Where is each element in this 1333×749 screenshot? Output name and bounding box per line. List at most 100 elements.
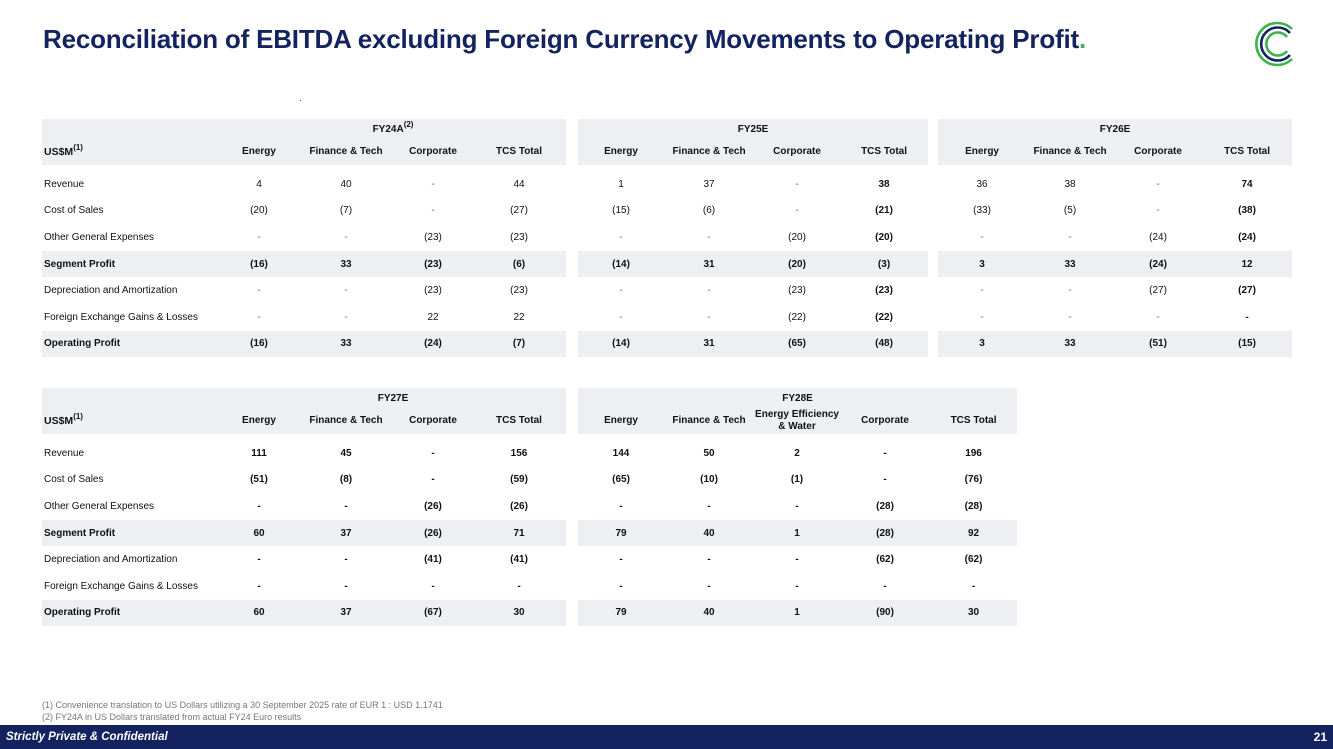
column-gap [928, 250, 939, 278]
value-cell: 30 [472, 599, 567, 627]
value-cell: (22) [875, 311, 893, 323]
value-cell: 22 [427, 311, 439, 323]
column-gap [566, 330, 579, 358]
column-header: Corporate [754, 139, 841, 165]
value-cell: (59) [510, 474, 528, 486]
value-cell: (90) [840, 599, 931, 627]
column-header: Finance & Tech [664, 408, 755, 434]
value-cell: 74 [1241, 178, 1253, 190]
value-cell: 37 [298, 599, 394, 627]
value-cell: - [619, 285, 623, 297]
reconciliation-table-fy24-fy26: FY24A(2) FY25E FY26E US$M(1) Energy Finance &… [42, 119, 1293, 358]
column-gap [566, 277, 579, 304]
value-cell: - [257, 285, 261, 297]
title-dot: . [1078, 24, 1086, 54]
period-header-fy25: FY25E [578, 119, 929, 139]
row-label: Operating Profit [42, 330, 220, 358]
value-cell: (20) [788, 231, 806, 243]
value-cell: (26) [510, 500, 528, 512]
value-cell: (23) [875, 285, 893, 297]
column-gap [928, 330, 939, 358]
period-label: FY25E [737, 123, 769, 135]
column-header: TCS Total [472, 139, 567, 165]
value-cell: - [344, 285, 348, 297]
value-cell: - [257, 231, 261, 243]
value-cell: (3) [840, 250, 929, 278]
value-cell: (65) [612, 474, 630, 486]
value-cell: 92 [930, 519, 1018, 547]
value-cell: - [344, 231, 348, 243]
value-cell: 144 [612, 447, 630, 459]
period-label: FY26E [1099, 123, 1131, 135]
value-cell: (16) [220, 250, 298, 278]
value-cell: (14) [578, 330, 665, 358]
value-cell: 38 [878, 178, 890, 190]
value-cell: 2 [794, 447, 800, 459]
page-title: Reconciliation of EBITDA excluding Forei… [43, 24, 1086, 55]
value-cell: - [619, 500, 623, 512]
value-cell: (23) [424, 231, 442, 243]
value-cell: - [1156, 178, 1160, 190]
value-cell: - [257, 500, 261, 512]
value-cell: - [795, 554, 799, 566]
unit-footnote-ref: (1) [73, 412, 83, 421]
value-cell: (62) [964, 554, 983, 566]
column-header: Energy [220, 139, 298, 165]
column-gap [566, 171, 579, 198]
value-cell: (15) [612, 205, 630, 217]
value-cell: (22) [788, 311, 806, 323]
header-row-period: FY27E FY28E [42, 388, 1018, 408]
column-gap [566, 493, 579, 520]
column-gap [928, 119, 939, 139]
value-cell: - [431, 474, 435, 486]
value-cell: - [1068, 285, 1072, 297]
value-cell: (28) [876, 500, 894, 512]
value-cell: - [795, 205, 799, 217]
value-cell: (28) [964, 500, 983, 512]
value-cell: (67) [394, 599, 472, 627]
column-header: Finance & Tech [298, 408, 394, 434]
value-cell: - [431, 178, 435, 190]
value-cell: (27) [1149, 285, 1167, 297]
row-label: Cost of Sales [44, 205, 104, 217]
column-gap [566, 139, 579, 165]
value-cell: 33 [1026, 250, 1115, 278]
row-label: Revenue [44, 447, 85, 459]
footer-bar: Strictly Private & Confidential 21 [0, 725, 1333, 749]
value-cell: - [257, 554, 261, 566]
column-header: Finance & Tech [664, 139, 755, 165]
value-cell: (23) [510, 285, 528, 297]
table-row: Cost of Sales (20) (7) - (27) (15) (6) - (21) (33… [42, 197, 1292, 225]
value-cell: (23) [394, 250, 472, 278]
value-cell: - [431, 205, 435, 217]
row-label: Segment Profit [42, 250, 220, 278]
value-cell: (16) [220, 330, 298, 358]
column-header: TCS Total [1202, 139, 1293, 165]
value-cell: (28) [840, 519, 931, 547]
value-cell: (62) [876, 554, 894, 566]
value-cell: (24) [1149, 231, 1167, 243]
row-label: Depreciation and Amortization [44, 554, 178, 566]
table-row: Depreciation and Amortization - - (41) (41) -… [42, 546, 1017, 573]
value-cell: - [883, 474, 887, 486]
value-cell: 1 [754, 519, 841, 547]
value-cell: - [619, 554, 623, 566]
value-cell: (27) [1238, 285, 1256, 297]
value-cell: - [980, 311, 984, 323]
value-cell: (23) [788, 285, 806, 297]
period-header-fy24: FY24A(2) [220, 119, 567, 139]
value-cell: 111 [251, 447, 267, 459]
value-cell: - [707, 311, 711, 323]
header-row-period: FY24A(2) FY25E FY26E [42, 119, 1293, 139]
value-cell: (6) [702, 205, 716, 217]
column-gap [928, 224, 939, 251]
value-cell: 40 [664, 519, 755, 547]
row-label: Depreciation and Amortization [44, 285, 178, 297]
period-header-fy27: FY27E [220, 388, 567, 408]
row-label: Segment Profit [42, 519, 220, 547]
header-blank [42, 388, 220, 408]
unit-text: US$M [44, 146, 74, 158]
column-header: Corporate [394, 139, 472, 165]
value-cell: 60 [220, 519, 298, 547]
confidential-label: Strictly Private & Confidential [6, 731, 168, 743]
